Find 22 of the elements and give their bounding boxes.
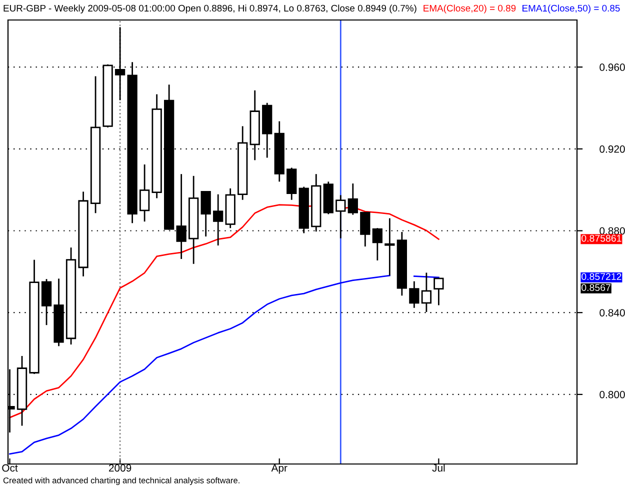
x-tick-label: Jul	[432, 464, 445, 472]
x-tick-label: Oct	[2, 464, 18, 472]
text: EMA(Close,20) = 0.89	[424, 4, 516, 14]
candlestick	[139, 164, 150, 222]
y-tick-label: 0.840	[600, 309, 625, 316]
x-tick-label: Apr	[271, 464, 288, 474]
y-tick-label: 0.920	[600, 145, 625, 153]
candlestick	[434, 278, 444, 306]
y-tick-label: 0.800	[600, 390, 625, 398]
y-tick-label: 0.880	[600, 227, 625, 235]
text: 0.875861	[582, 234, 622, 242]
text: EMA1(Close,50) = 0.85	[522, 4, 620, 14]
y-tick-label: 0.960	[600, 64, 625, 71]
candlestick	[372, 227, 382, 262]
text: 0.8567	[582, 284, 610, 292]
text: Created with advanced charting and technical analysis software.	[3, 477, 240, 485]
candlestick	[286, 167, 297, 201]
candlestick	[409, 280, 420, 309]
text: 0.857212	[582, 273, 622, 280]
x-tick-label: 2009	[108, 464, 132, 472]
candlestick	[348, 182, 358, 216]
chart-title: EUR-GBP - Weekly 2009-05-08 01:00:00 Open 0.8896, Hi 0.8974, Lo 0.8763, Close 0.8949 (0.7%)	[4, 4, 416, 14]
